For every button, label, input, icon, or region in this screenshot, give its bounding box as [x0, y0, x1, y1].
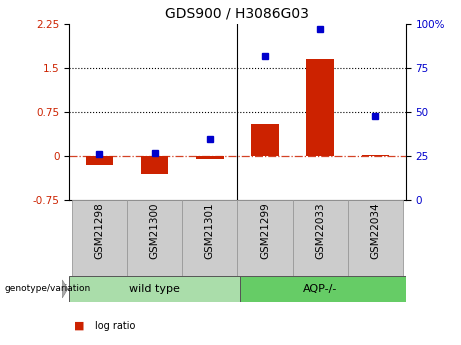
Bar: [348, 200, 403, 276]
Bar: [69, 276, 240, 302]
Bar: [307, 59, 334, 156]
Bar: [182, 200, 237, 276]
Text: GSM21298: GSM21298: [95, 203, 105, 259]
Text: GSM21301: GSM21301: [205, 203, 215, 259]
Bar: [72, 200, 127, 276]
Bar: [196, 156, 224, 159]
Bar: [127, 200, 182, 276]
Text: ■: ■: [74, 321, 84, 331]
Text: GSM22033: GSM22033: [315, 203, 325, 259]
Text: genotype/variation: genotype/variation: [5, 284, 91, 294]
Title: GDS900 / H3086G03: GDS900 / H3086G03: [165, 6, 309, 20]
Text: AQP-/-: AQP-/-: [303, 284, 337, 294]
Text: GSM21300: GSM21300: [150, 203, 160, 259]
Text: GSM22034: GSM22034: [370, 203, 380, 259]
Bar: [251, 124, 279, 156]
Text: GSM21299: GSM21299: [260, 203, 270, 259]
Polygon shape: [62, 280, 68, 298]
Bar: [141, 156, 168, 174]
Bar: [240, 276, 406, 302]
Bar: [361, 155, 389, 156]
Text: log ratio: log ratio: [95, 321, 135, 331]
Bar: [86, 156, 113, 165]
Bar: [237, 200, 293, 276]
Text: wild type: wild type: [129, 284, 180, 294]
Bar: [293, 200, 348, 276]
